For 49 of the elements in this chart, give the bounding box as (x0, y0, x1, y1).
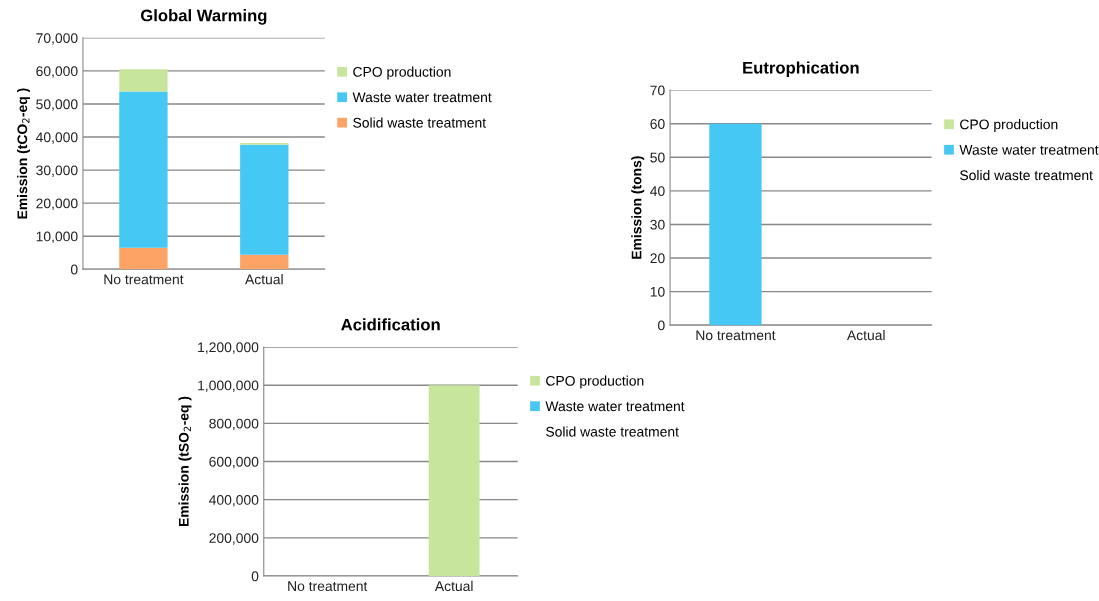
legend-label: Solid waste treatment (353, 117, 486, 128)
x-tick-label: No treatment (288, 581, 368, 592)
y-tick-label: 40 (650, 186, 665, 197)
y-tick-label: 70 (650, 85, 665, 96)
y-tick-label: 400,000 (209, 495, 259, 507)
x-tick-label: No treatment (104, 274, 184, 285)
legend-label: CPO production (960, 119, 1058, 133)
y-tick-label: 10,000 (36, 231, 78, 243)
y-axis-title: Emission (tons) (631, 156, 645, 259)
y-tick-label: 800,000 (209, 418, 259, 431)
y-tick-label: 1,000,000 (198, 380, 259, 392)
y-tick-label: 50,000 (36, 99, 78, 111)
bar (240, 254, 289, 270)
chart-title: Eutrophication (743, 61, 859, 77)
bar (240, 144, 289, 255)
text: Solid waste treatment (960, 169, 1093, 181)
y-tick-label: 20 (650, 253, 665, 264)
y-tick-label: 50 (650, 152, 665, 163)
bar (119, 69, 168, 92)
legend-label: Waste water treatment (959, 145, 1099, 155)
y-tick-label: 600,000 (209, 456, 259, 469)
y-tick-label: 70,000 (36, 33, 78, 45)
y-tick-label: 10 (650, 286, 665, 297)
y-axis-title: Emission (tSO$_{2}$-eq ) (178, 396, 192, 527)
x-tick-label: Actual (846, 330, 885, 341)
x-tick-label: Actual (245, 274, 283, 285)
text: Solid waste treatment (546, 426, 679, 437)
legend-label: Waste water treatment (545, 401, 685, 412)
y-tick-label: 0 (251, 571, 259, 582)
y-tick-label: 0 (658, 320, 665, 331)
legend-label: CPO production (546, 375, 644, 389)
chart-title: Acidification (341, 318, 440, 331)
y-tick-label: 60,000 (36, 66, 78, 78)
y-tick-label: 200,000 (209, 533, 259, 545)
x-tick-label: Actual (434, 580, 473, 592)
chart-title: Global Warming (140, 9, 267, 25)
y-tick-label: 1,200,000 (198, 342, 259, 354)
y-axis-title: Emission (tCO$_{2}$-eq ) (17, 88, 30, 219)
legend-label: Waste water treatment (352, 92, 492, 103)
y-tick-label: 30 (650, 219, 665, 230)
y-tick-label: 60 (650, 119, 665, 129)
bar (119, 91, 168, 248)
x-tick-label: No treatment (696, 330, 776, 341)
y-tick-label: 0 (70, 264, 78, 275)
bar (119, 247, 168, 270)
y-tick-label: 40,000 (35, 132, 78, 144)
legend-label: CPO production (353, 66, 451, 80)
y-tick-label: 30,000 (36, 165, 78, 177)
y-tick-label: 20,000 (36, 198, 78, 210)
